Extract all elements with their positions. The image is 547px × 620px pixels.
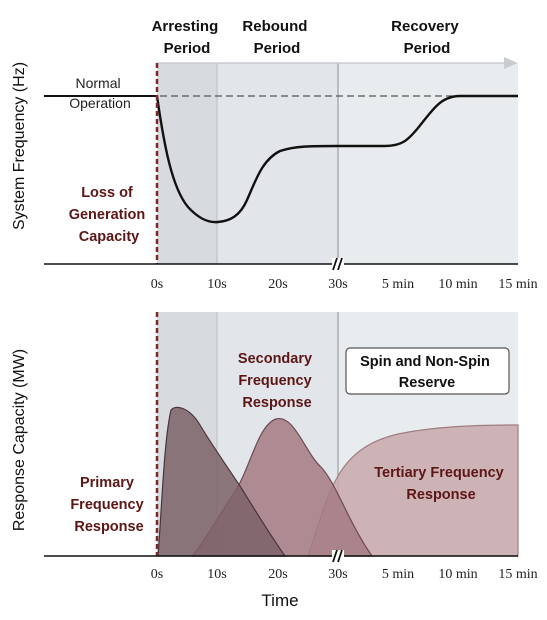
- loss-of-generation-label: Loss of Generation Capacity: [69, 185, 150, 245]
- top-panel: Arresting Period Rebound Period Recovery…: [11, 18, 538, 292]
- bottom-x-tick-labels: 0s 10s 20s 30s 5 min 10 min 15 min: [151, 567, 538, 582]
- arresting-region: [157, 63, 217, 264]
- top-tick-0s: 0s: [151, 277, 163, 292]
- bottom-axis-break: [332, 549, 344, 563]
- top-tick-10s: 10s: [207, 277, 226, 292]
- bottom-tick-0s: 0s: [151, 567, 163, 582]
- bottom-y-axis-label: Response Capacity (MW): [11, 349, 28, 531]
- reserve-label: Spin and Non-Spin Reserve: [360, 354, 494, 391]
- period-label-arresting: Arresting Period: [152, 18, 223, 57]
- primary-response-area: [157, 406, 287, 557]
- top-tick-30s: 30s: [328, 277, 347, 292]
- top-tick-5min: 5 min: [382, 277, 414, 292]
- tertiary-response-label: Tertiary Frequency Response: [374, 465, 508, 503]
- bottom-tick-15min: 15 min: [498, 567, 537, 582]
- rebound-region: [217, 63, 338, 264]
- frequency-curve: [155, 94, 518, 224]
- top-axis-break: [332, 257, 344, 271]
- top-tick-10min: 10 min: [438, 277, 477, 292]
- secondary-response-label: Secondary Frequency Response: [238, 351, 316, 411]
- bottom-tick-20s: 20s: [268, 567, 287, 582]
- top-x-tick-labels: 0s 10s 20s 30s 5 min 10 min 15 min: [151, 277, 538, 292]
- reserve-box: [345, 347, 510, 395]
- top-tick-15min: 15 min: [498, 277, 537, 292]
- bottom-tick-10min: 10 min: [438, 567, 477, 582]
- top-tick-20s: 20s: [268, 277, 287, 292]
- normal-operation-label: Normal Operation: [69, 75, 130, 111]
- bottom-tick-30s: 30s: [328, 567, 347, 582]
- x-axis-title: Time: [261, 591, 298, 610]
- bottom-tick-5min: 5 min: [382, 567, 414, 582]
- period-label-recovery: Recovery Period: [391, 18, 463, 57]
- bottom-tick-10s: 10s: [207, 567, 226, 582]
- bottom-panel: Secondary Frequency Response Spin and No…: [11, 312, 538, 610]
- top-y-axis-label: System Frequency (Hz): [11, 62, 28, 230]
- primary-response-label: Primary Frequency Response: [70, 475, 147, 535]
- period-label-rebound: Rebound Period: [242, 18, 311, 57]
